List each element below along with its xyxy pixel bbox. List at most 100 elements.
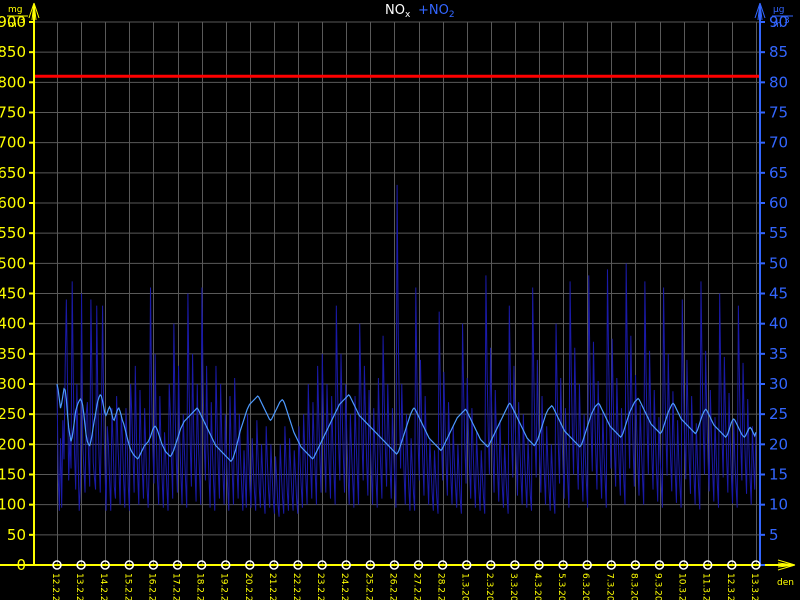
x-axis-tick-label: 21.2.2014	[267, 573, 277, 600]
x-axis-tick-label: 11.3.2014	[701, 573, 711, 600]
x-axis-day-marker-dot	[465, 563, 468, 567]
x-axis-day-marker	[196, 560, 207, 570]
x-axis-tick-label: 3.3.2014	[508, 573, 518, 600]
x-axis-day-marker-dot	[634, 563, 637, 567]
x-axis-day-marker-dot	[610, 563, 613, 567]
x-axis-tick-label: 10.3.2014	[677, 573, 687, 600]
y-left-tick-label: 250	[0, 405, 26, 423]
x-axis-tick-label: 26.2.2014	[387, 573, 397, 600]
y-axis-right-arrow	[754, 2, 766, 21]
x-axis-tick-label: 17.2.2014	[171, 573, 181, 600]
y-right-tick-label: 60	[769, 194, 788, 212]
x-axis-tick-label: 4.3.2014	[532, 573, 542, 600]
y-right-tick-label: 65	[769, 164, 788, 182]
y-left-tick-label: 750	[0, 104, 26, 122]
chart-title: NOx +NO2	[385, 3, 455, 20]
y-left-tick-label: 50	[7, 526, 26, 544]
x-axis-tick-label: 2.3.2014	[484, 573, 494, 600]
x-axis-day-marker	[293, 560, 303, 570]
x-axis-tick-label: 7.3.2014	[604, 573, 614, 600]
x-axis-day-marker	[727, 560, 737, 570]
x-axis-day-marker-dot	[682, 563, 685, 567]
y-axis-right-ticks: 5 10 15 20 25 30 35 40 45 50 55 60 65 70 75 80 85 90	[760, 13, 788, 566]
x-axis-day-marker-dot	[272, 563, 276, 567]
y-left-tick-label: 900	[0, 13, 26, 31]
x-axis-day-marker	[148, 560, 159, 570]
x-axis-day-marker	[606, 560, 617, 570]
y-left-tick-label: 200	[0, 435, 26, 453]
y-right-tick-label: 70	[769, 134, 788, 152]
x-axis-label: den	[777, 578, 794, 588]
y-left-tick-label: 550	[0, 224, 26, 242]
y-right-unit-numerator: µg	[773, 5, 784, 15]
x-axis-day-marker-dot	[730, 563, 733, 567]
x-axis-day-marker-dot	[369, 563, 372, 567]
series-nox-line	[56, 184, 757, 517]
x-axis-tick-label: 1.3.2014	[460, 573, 470, 600]
x-axis-tick-label: 18.2.2014	[195, 573, 205, 600]
x-axis-day-marker	[413, 560, 424, 570]
x-axis-day-marker	[654, 560, 665, 570]
y-left-tick-label: 500	[0, 254, 26, 272]
x-axis-day-marker-dot	[706, 563, 709, 567]
x-axis-tick-label: 22.2.2014	[291, 573, 301, 600]
x-axis-tick-label: 20.2.2014	[243, 573, 253, 600]
x-axis-tick-label: 14.2.2014	[98, 573, 108, 600]
x-axis-day-marker-dot	[104, 563, 107, 567]
y-left-unit-exponent: 3	[19, 16, 25, 26]
x-axis-day-marker-dot	[320, 563, 324, 567]
x-axis-tick-label: 5.3.2014	[556, 573, 566, 600]
x-axis-tick-label: 15.2.2014	[122, 573, 132, 600]
x-axis-day-marker	[630, 560, 641, 570]
x-axis-day-marker-dot	[128, 563, 131, 567]
y-right-tick-label: 15	[769, 466, 788, 484]
y-left-tick-label: 400	[0, 315, 26, 333]
x-axis-day-marker	[702, 560, 713, 570]
x-axis-day-marker	[534, 560, 544, 570]
x-axis-day-marker	[269, 560, 279, 570]
y-right-tick-label: 55	[769, 224, 788, 242]
series-no2-line	[56, 383, 757, 463]
x-axis-tick-label: 12.3.2014	[725, 573, 735, 600]
x-axis-day-marker-dot	[417, 563, 420, 567]
x-axis-day-marker	[558, 560, 568, 570]
axes	[0, 2, 796, 571]
y-left-tick-label: 850	[0, 43, 26, 61]
x-axis-day-marker	[389, 560, 400, 570]
x-axis-day-marker	[486, 560, 496, 570]
x-axis-day-marker-dot	[658, 563, 661, 567]
x-axis-day-marker-dot	[176, 563, 179, 567]
y-right-tick-label: 35	[769, 345, 788, 363]
y-left-unit-denominator: m	[8, 20, 17, 30]
y-axis-left-arrow	[28, 2, 40, 21]
y-left-tick-label: 350	[0, 345, 26, 363]
y-axis-left-unit-label: mg m 3	[7, 5, 28, 30]
y-left-tick-label: 0	[16, 556, 26, 574]
x-axis-day-marker	[437, 560, 448, 570]
y-left-tick-label: 450	[0, 285, 26, 303]
x-axis-tick-label: 16.2.2014	[146, 573, 156, 600]
x-axis-day-marker-dot	[152, 563, 155, 567]
x-axis-day-marker	[461, 560, 472, 570]
x-axis-day-marker	[76, 560, 86, 570]
y-right-tick-label: 10	[769, 496, 788, 514]
y-right-tick-label: 5	[769, 526, 779, 544]
x-axis-tick-label: 28.2.2014	[436, 573, 446, 600]
x-axis-day-marker	[678, 560, 689, 570]
x-axis-day-marker	[100, 560, 110, 570]
y-right-tick-label: 40	[769, 315, 788, 333]
x-axis-tick-label: 23.2.2014	[315, 573, 325, 600]
x-axis-tick-label: 13.3.2014	[749, 573, 759, 600]
x-axis-name-label: den	[777, 578, 794, 588]
y-right-tick-label: 30	[769, 375, 788, 393]
y-right-tick-label: 80	[769, 73, 788, 91]
y-right-tick-label: 90	[769, 13, 788, 31]
x-axis-tick-label: 19.2.2014	[219, 573, 229, 600]
x-axis-ticks: 12.2.2014 13.2.2014 14.2.2014 15.2.2014 16.2…	[50, 560, 761, 600]
x-axis-day-marker-dot	[754, 563, 758, 567]
x-axis-tick-label: 12.2.2014	[50, 573, 60, 600]
nox-polyline	[56, 184, 757, 517]
x-axis-tick-label: 25.2.2014	[363, 573, 373, 600]
y-right-tick-label: 75	[769, 104, 788, 122]
